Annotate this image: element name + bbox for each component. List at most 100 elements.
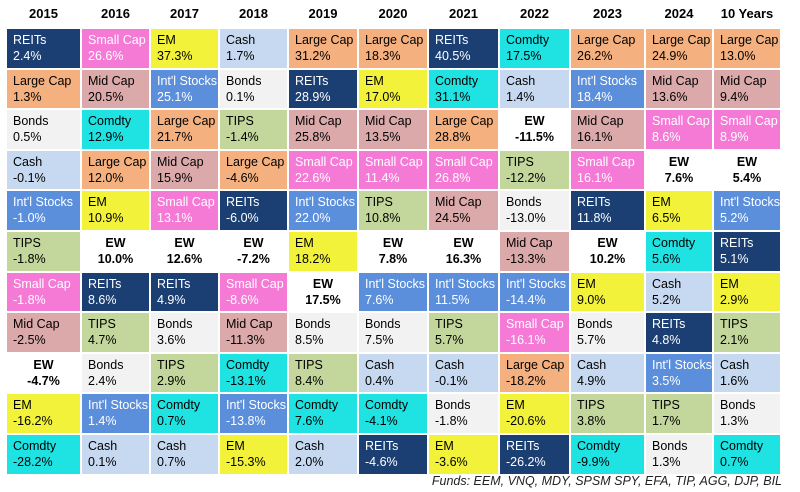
return-cell: TIPS 5.7% [428, 312, 499, 353]
asset-name: Int'l Stocks [506, 276, 567, 291]
return-cell: Int'l Stocks -1.0% [6, 190, 81, 231]
return-cell: Mid Cap 25.8% [288, 109, 358, 150]
column-header: 2016 [101, 6, 130, 21]
asset-name: EW [597, 236, 618, 250]
return-cell: TIPS 8.4% [288, 352, 358, 394]
asset-name: Small Cap [88, 33, 146, 47]
asset-name: Cash [157, 439, 187, 453]
return-value: -13.1% [226, 373, 266, 388]
return-value: -11.5% [515, 130, 554, 145]
return-value: 17.0% [365, 89, 401, 104]
return-value: 0.7% [157, 414, 186, 429]
asset-name: Bonds [435, 398, 471, 413]
return-value: 5.2% [720, 211, 749, 226]
return-cell: Bonds 1.3% [645, 434, 713, 475]
return-value: -2.5% [13, 333, 46, 348]
return-cell: Cash -0.1% [6, 149, 81, 191]
return-cell: Small Cap 26.8% [428, 149, 499, 191]
return-value: 11.8% [577, 211, 612, 226]
asset-name: Bonds [577, 317, 613, 332]
return-value: 26.6% [88, 49, 124, 63]
return-cell: Large Cap 28.8% [428, 109, 499, 150]
return-value: -7.2% [237, 252, 270, 266]
asset-name: EM [13, 398, 32, 413]
column-header: 2019 [308, 6, 338, 21]
return-value: 4.7% [88, 333, 117, 348]
return-cell: Large Cap 1.3% [6, 68, 81, 110]
return-value: -13.0% [506, 211, 546, 226]
return-value: 31.2% [295, 49, 331, 63]
return-value: 3.8% [577, 414, 606, 429]
return-value: 7.6% [365, 292, 394, 307]
return-cell: Cash -0.1% [428, 352, 499, 394]
column-header: 2021 [449, 6, 478, 21]
return-cell: TIPS 2.1% [713, 312, 781, 353]
return-cell: REITs 11.8% [570, 190, 645, 231]
return-value: -4.1% [365, 414, 398, 429]
return-cell: Bonds 7.5% [358, 312, 428, 353]
return-value: 11.5% [435, 292, 470, 307]
asset-name: EW [105, 236, 126, 250]
asset-name: Cash [435, 357, 465, 372]
asset-name: EM [577, 276, 596, 291]
asset-name: REITs [157, 276, 191, 291]
return-value: 18.4% [577, 89, 613, 104]
return-cell: Cash 0.7% [150, 434, 219, 475]
asset-name: REITs [13, 33, 47, 47]
asset-name: Bonds [652, 439, 688, 453]
return-value: 37.3% [157, 49, 193, 63]
asset-name: Mid Cap [435, 195, 482, 210]
asset-name: Comdty [506, 33, 550, 47]
return-cell: Comdty 31.1% [428, 68, 499, 110]
return-cell: Bonds 3.6% [150, 312, 219, 353]
return-cell: EW 10.2% [570, 231, 645, 272]
return-value: 26.2% [577, 49, 613, 63]
return-value: -11.3% [226, 333, 265, 348]
return-cell: Comdty -28.2% [6, 434, 81, 475]
return-cell: REITs 2.4% [6, 28, 81, 69]
asset-name: Cash [13, 154, 43, 169]
return-value: 16.1% [577, 170, 613, 185]
return-value: -13.3% [506, 252, 546, 266]
return-value: 5.4% [732, 170, 762, 185]
return-value: -3.6% [435, 455, 468, 469]
return-value: 6.5% [652, 211, 681, 226]
return-value: 25.8% [295, 130, 331, 145]
asset-name: Comdty [226, 357, 270, 372]
return-value: 18.3% [365, 49, 401, 63]
return-value: 12.9% [88, 130, 124, 145]
return-cell: Comdty -13.1% [219, 352, 288, 394]
return-cell: Cash 0.1% [81, 434, 150, 475]
return-cell: Mid Cap 13.6% [645, 68, 713, 110]
return-value: 12.6% [166, 252, 203, 266]
return-cell: Large Cap 13.0% [713, 28, 781, 69]
return-value: 10.8% [365, 211, 401, 226]
return-cell: EW 16.3% [428, 231, 499, 272]
return-cell: Int'l Stocks 25.1% [150, 68, 219, 110]
asset-name: REITs [226, 195, 260, 210]
return-value: -4.6% [226, 170, 259, 185]
asset-name: TIPS [226, 114, 254, 129]
return-cell: EM -20.6% [499, 393, 570, 434]
return-cell: Comdty 0.7% [150, 393, 219, 434]
return-value: 4.8% [652, 333, 681, 348]
return-cell: EM -15.3% [219, 434, 288, 475]
asset-name: Bonds [295, 317, 331, 332]
asset-name: REITs [295, 73, 329, 88]
return-cell: Bonds 0.5% [6, 109, 81, 150]
asset-name: EM [88, 195, 107, 210]
asset-name: Comdty [88, 114, 132, 129]
asset-name: Bonds [720, 398, 756, 413]
return-cell: TIPS 4.7% [81, 312, 150, 353]
return-value: 21.7% [157, 130, 193, 145]
return-cell: Comdty 12.9% [81, 109, 150, 150]
asset-name: REITs [88, 276, 122, 291]
return-cell: TIPS -1.4% [219, 109, 288, 150]
return-cell: Comdty -9.9% [570, 434, 645, 475]
column-header: 2024 [664, 6, 694, 21]
return-value: 26.8% [435, 170, 471, 185]
asset-name: Small Cap [226, 276, 284, 291]
asset-name: TIPS [157, 357, 185, 372]
return-cell: Small Cap -8.6% [219, 271, 288, 313]
return-cell: REITs -6.0% [219, 190, 288, 231]
